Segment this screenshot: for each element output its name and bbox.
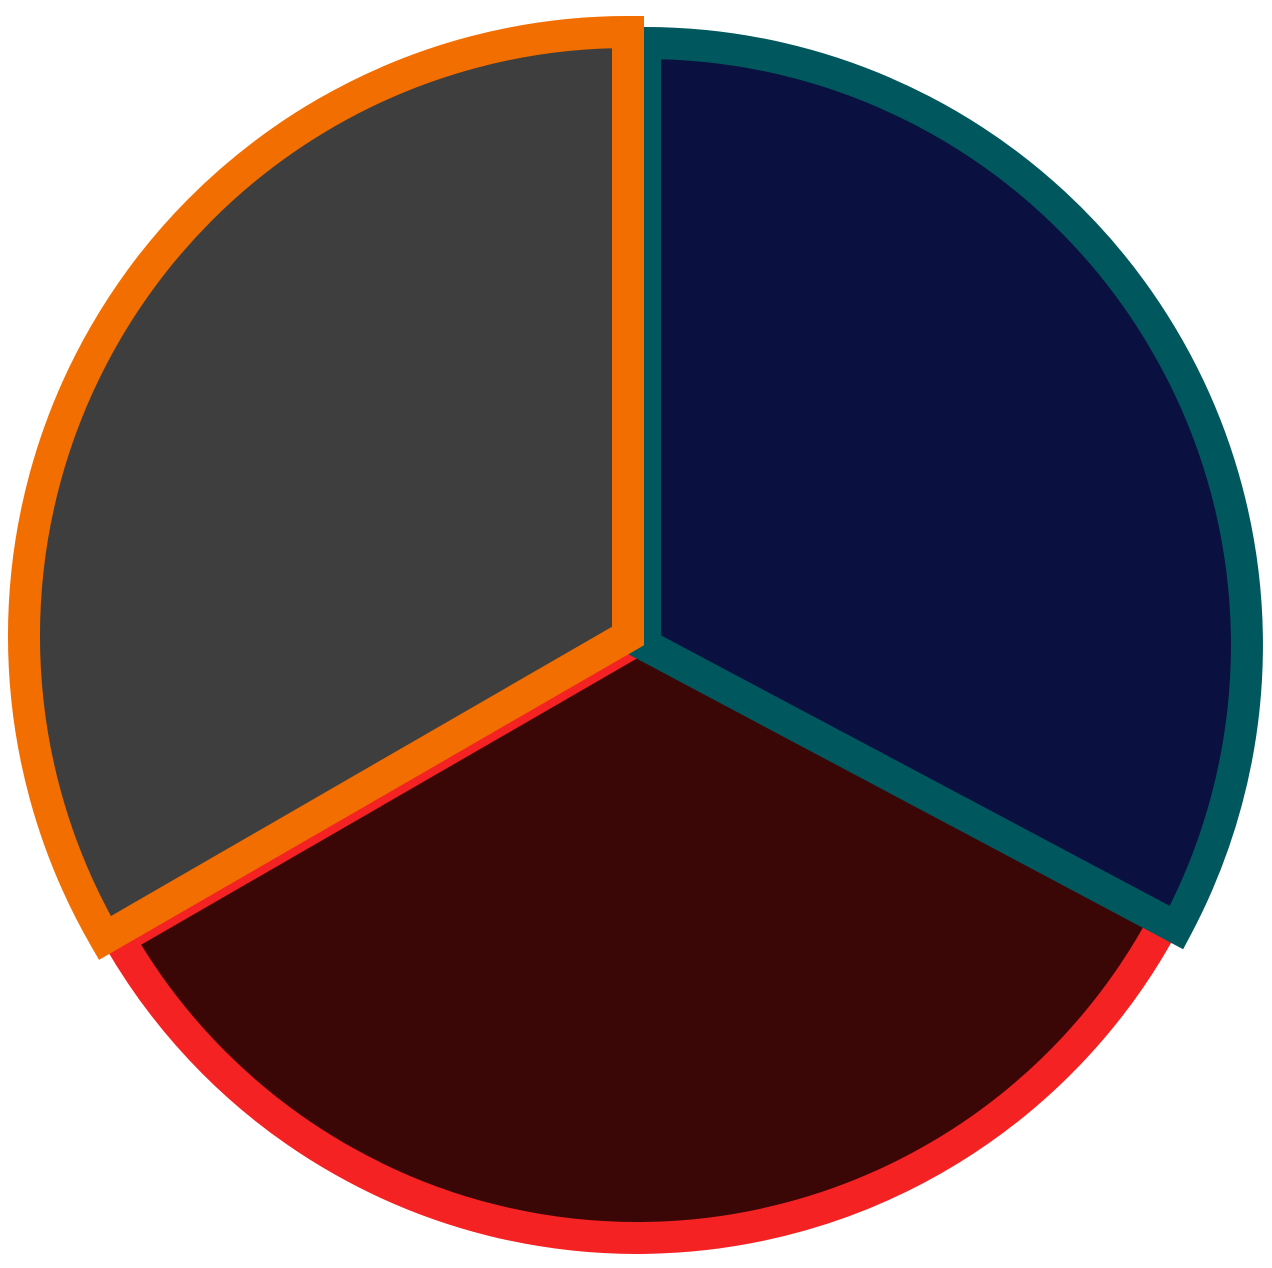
segment-right-outline [629, 26, 1263, 950]
segment-left-outline [8, 15, 644, 960]
segment-bottom-outline [97, 621, 1187, 1254]
